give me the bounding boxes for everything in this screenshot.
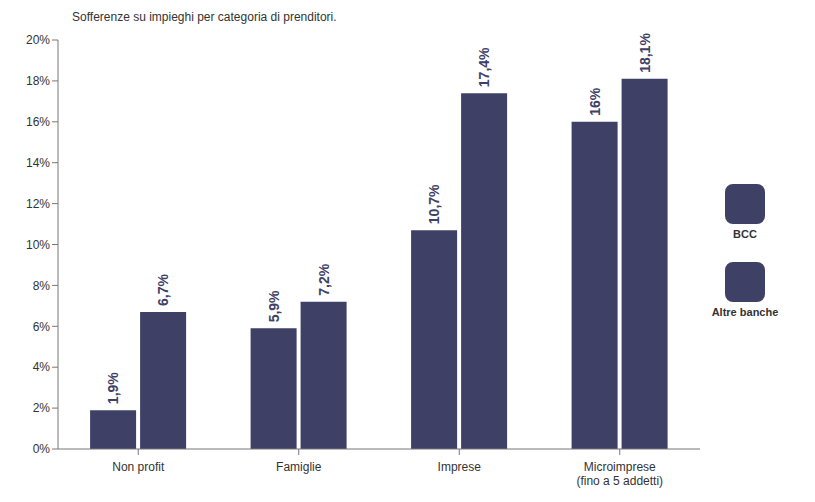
svg-text:Famiglie: Famiglie <box>276 460 322 474</box>
svg-text:14%: 14% <box>26 156 50 170</box>
svg-text:20%: 20% <box>26 33 50 47</box>
svg-text:8%: 8% <box>33 279 51 293</box>
svg-text:7,2%: 7,2% <box>316 263 332 295</box>
html-text:Sofferenze su impieghi per cat: Sofferenze su impieghi per categoria di … <box>72 10 337 24</box>
svg-text:6,7%: 6,7% <box>155 274 171 306</box>
svg-text:Imprese: Imprese <box>438 460 482 474</box>
svg-text:Non profit: Non profit <box>112 460 165 474</box>
svg-text:16%: 16% <box>26 115 50 129</box>
html-text:BCC: BCC <box>733 228 757 240</box>
svg-text:Microimprese: Microimprese <box>584 460 656 474</box>
svg-text:10,7%: 10,7% <box>426 184 442 224</box>
svg-text:17,4%: 17,4% <box>476 47 492 87</box>
svg-text:4%: 4% <box>33 360 51 374</box>
html-text:Altre banche: Altre banche <box>711 306 779 318</box>
svg-text:1,9%: 1,9% <box>105 372 121 404</box>
svg-text:6%: 6% <box>33 320 51 334</box>
svg-text:12%: 12% <box>26 197 50 211</box>
svg-text:2%: 2% <box>33 401 51 415</box>
svg-text:0%: 0% <box>33 442 51 456</box>
svg-text:16%: 16% <box>587 87 603 116</box>
svg-text:10%: 10% <box>26 238 50 252</box>
svg-text:18,1%: 18,1% <box>637 33 653 73</box>
svg-text:(fino a 5 addetti): (fino a 5 addetti) <box>576 474 663 488</box>
svg-text:18%: 18% <box>26 74 50 88</box>
svg-text:5,9%: 5,9% <box>266 290 282 322</box>
